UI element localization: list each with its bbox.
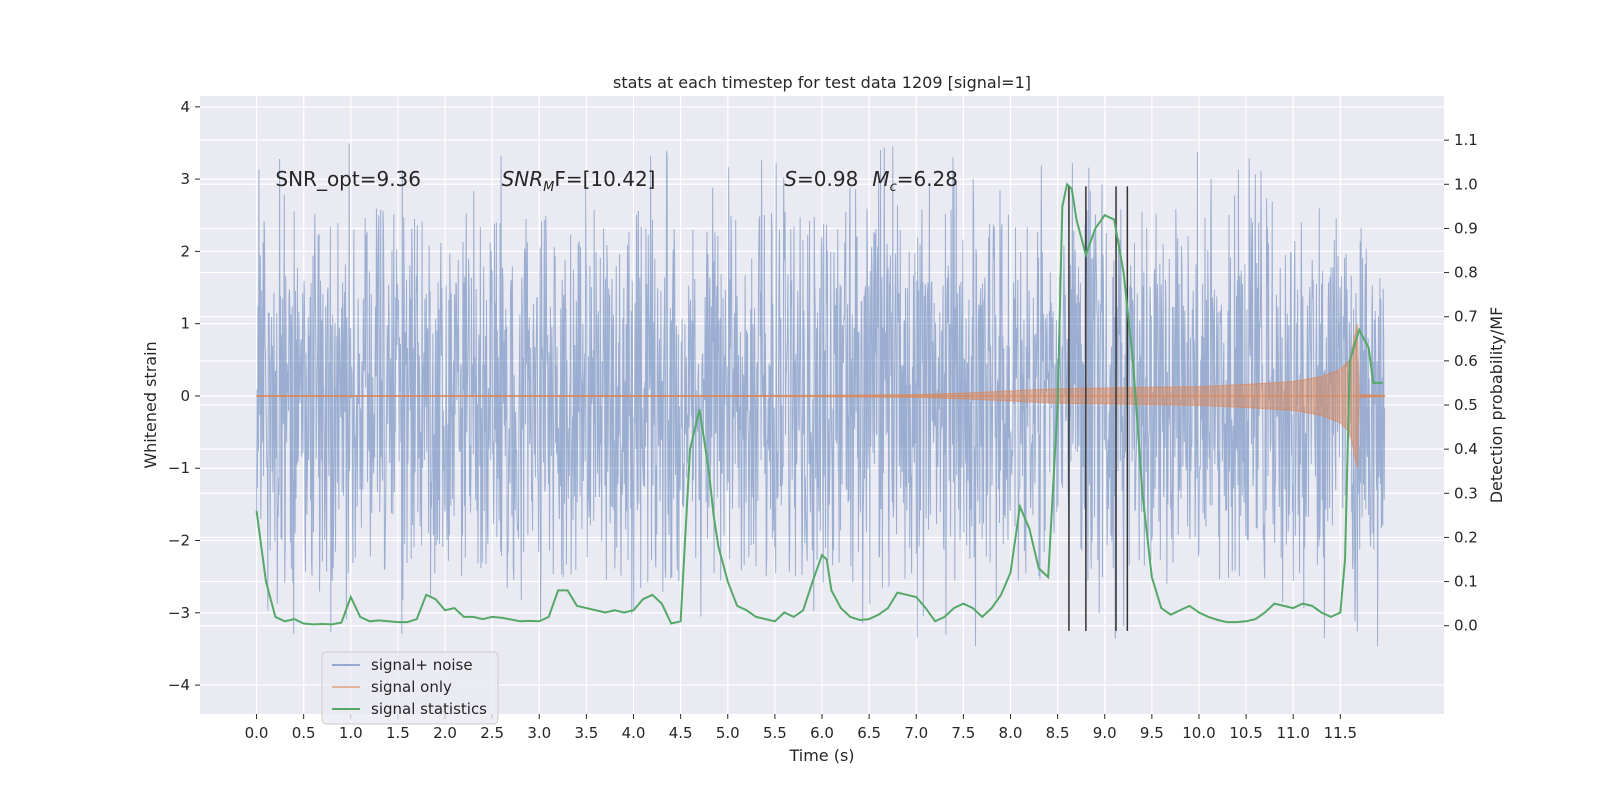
x-tick-label: 11.5 [1324,724,1357,742]
x-tick-label: 11.0 [1277,724,1310,742]
chart-title: stats at each timestep for test data 120… [613,73,1031,92]
series-signal-plus-noise [256,143,1386,647]
x-tick-label: 5.5 [763,724,787,742]
x-tick-label: 0.0 [245,724,269,742]
x-tick-label: 7.0 [904,724,928,742]
y-axis-left-label: Whitened strain [141,341,160,468]
y-axis-right-ticks: 0.0 0.1 0.2 0.3 0.4 0.5 0.6 0.7 0.8 0.9 1.0 1.1 [1444,131,1478,635]
y-tick-label-left: −4 [168,676,190,694]
x-tick-label: 9.0 [1093,724,1117,742]
y-tick-label-right: 0.4 [1454,440,1478,458]
x-tick-label: 5.0 [716,724,740,742]
legend-box [321,651,499,725]
y-tick-label-right: 0.7 [1454,308,1478,326]
annotation-s-rest: =0.98 [797,167,858,191]
x-axis-ticks: 0.0 0.5 1.0 1.5 2.0 2.5 3.0 3.5 4.0 4.5 5.0 5.5 6.0 6… [245,714,1357,742]
series-signal-statistics [255,182,1383,626]
y-tick-label-left: 2 [180,242,190,260]
y-tick-label-left: 3 [180,170,190,188]
annotation-snr-mf-main: SNR [502,167,544,191]
x-tick-label: 10.0 [1182,724,1215,742]
y-tick-label-right: 0.3 [1454,484,1478,502]
x-tick-label: 2.5 [480,724,504,742]
x-tick-label: 8.5 [1046,724,1070,742]
x-tick-label: 10.5 [1229,724,1262,742]
annotation-mc-sub: c [890,180,897,195]
y-tick-label-right: 0.2 [1454,528,1478,546]
y-axis-right-label: Detection probability/MF [1487,307,1506,504]
x-tick-label: 7.5 [951,724,975,742]
annotation-snr-mf: SNRMF=[10.42] [502,167,656,195]
annotation-snr-opt: SNR_opt=9.36 [275,167,421,191]
y-tick-label-left: 1 [180,315,190,333]
signal-plus-noise-trace [256,143,1386,647]
y-tick-label-right: 0.5 [1454,396,1478,414]
y-tick-label-left: −1 [168,459,190,477]
x-tick-label: 2.0 [433,724,457,742]
x-axis-label: Time (s) [788,746,854,765]
y-tick-label-left: −3 [168,604,190,622]
y-tick-label-right: 1.1 [1454,131,1478,149]
x-tick-label: 6.5 [857,724,881,742]
x-tick-label: 3.0 [527,724,551,742]
x-tick-label: 1.5 [386,724,410,742]
y-tick-label-right: 0.9 [1454,219,1478,237]
annotation-snr-mf-sub: M [543,180,554,195]
y-tick-label-right: 0.8 [1454,264,1478,282]
y-tick-label-right: 1.0 [1454,175,1478,193]
x-tick-label: 0.5 [292,724,316,742]
y-tick-label-left: 0 [180,387,190,405]
x-tick-label: 3.5 [574,724,598,742]
y-tick-label-right: 0.1 [1454,573,1478,591]
annotation-s-main: S [784,167,797,191]
x-tick-label: 8.0 [999,724,1023,742]
x-tick-label: 6.0 [810,724,834,742]
y-tick-label-left: −2 [168,532,190,550]
legend-label-signal-only: signal only [371,678,452,696]
annotation-mc-main: M [872,167,889,191]
annotation-s-mc: S=0.98 Mc=6.28 [784,167,958,195]
legend-label-signal-plus-noise: signal+ noise [371,656,473,674]
x-tick-label: 4.0 [622,724,646,742]
x-tick-label: 4.5 [669,724,693,742]
legend: signal+ noise signal only signal statist… [321,651,499,725]
x-tick-label: 9.5 [1140,724,1164,742]
y-tick-label-right: 0.6 [1454,352,1478,370]
x-tick-label: 1.0 [339,724,363,742]
annotation-snr-mf-rest: F=[10.42] [554,167,655,191]
y-tick-label-right: 0.0 [1454,617,1478,635]
legend-label-signal-statistics: signal statistics [371,700,487,718]
annotation-mc-rest: =6.28 [897,167,958,191]
y-axis-left-ticks: −4 −3 −2 −1 0 1 2 3 4 [168,98,200,694]
detection-markers [1068,186,1129,631]
y-tick-label-left: 4 [180,98,190,116]
